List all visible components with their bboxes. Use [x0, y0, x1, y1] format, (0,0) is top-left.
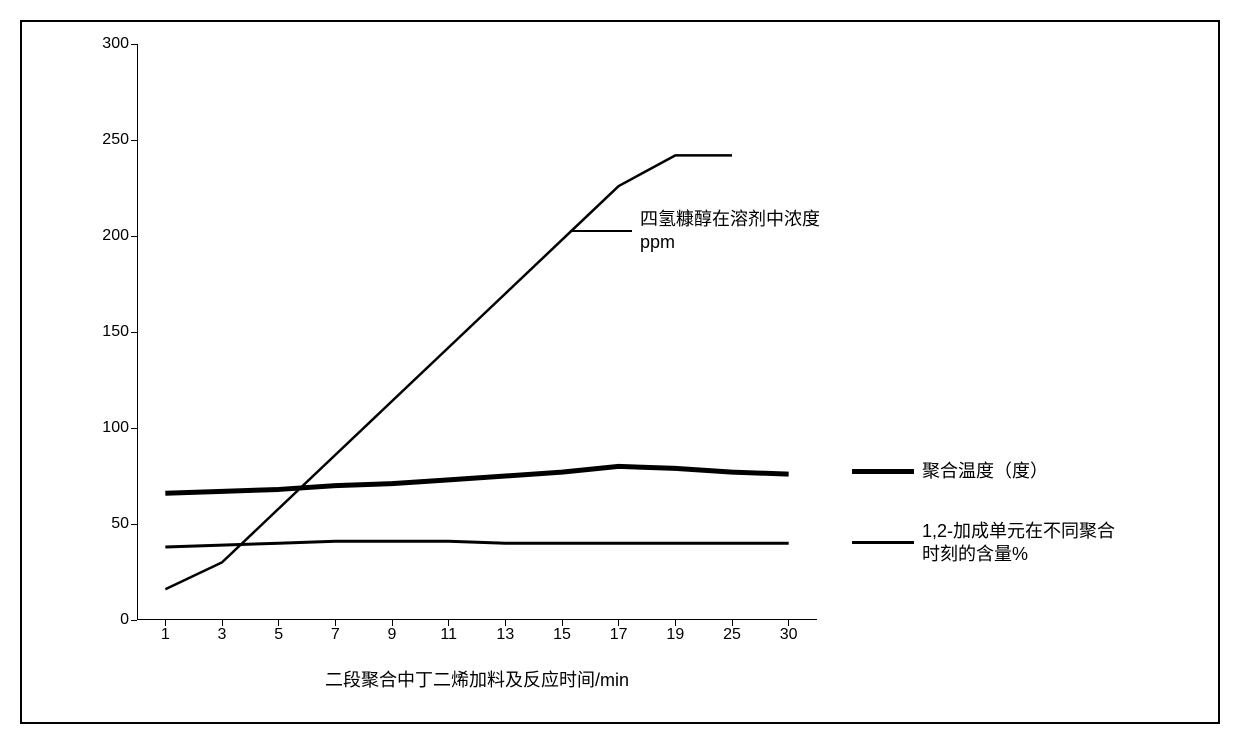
legend-swatch	[852, 469, 914, 474]
y-tick-label: 150	[102, 323, 137, 341]
x-tick-label: 25	[723, 620, 741, 644]
y-tick-label: 50	[111, 515, 137, 533]
y-tick-label: 300	[102, 35, 137, 53]
legend-label: 1,2-加成单元在不同聚合时刻的含量%	[922, 520, 1182, 565]
x-tick-label: 19	[666, 620, 684, 644]
legend-swatch	[570, 230, 632, 232]
series-poly_temp	[165, 466, 788, 493]
chart-container: 0501001502002503001357911131517192530 二段…	[20, 20, 1220, 724]
x-tick-label: 1	[161, 620, 170, 644]
legend-label: 四氢糠醇在溶剂中浓度ppm	[640, 208, 870, 253]
y-tick-label: 250	[102, 131, 137, 149]
x-tick-label: 15	[553, 620, 571, 644]
y-tick-label: 100	[102, 419, 137, 437]
series-svg	[137, 44, 817, 620]
y-tick-label: 0	[120, 611, 137, 629]
x-tick-label: 30	[780, 620, 798, 644]
plot-area: 0501001502002503001357911131517192530	[137, 44, 817, 620]
x-axis-title: 二段聚合中丁二烯加料及反应时间/min	[325, 666, 629, 692]
x-tick-label: 5	[274, 620, 283, 644]
legend-entry-poly_temp: 聚合温度（度）	[852, 460, 1222, 483]
legend-entry-addition_12: 1,2-加成单元在不同聚合时刻的含量%	[852, 520, 1182, 565]
legend-label: 聚合温度（度）	[922, 460, 1222, 483]
y-tick-label: 200	[102, 227, 137, 245]
x-tick-label: 7	[331, 620, 340, 644]
x-tick-label: 9	[388, 620, 397, 644]
legend-entry-thfa_ppm: 四氢糠醇在溶剂中浓度ppm	[570, 208, 870, 253]
x-tick-label: 17	[610, 620, 628, 644]
x-tick-label: 3	[218, 620, 227, 644]
series-addition_12	[165, 541, 788, 547]
legend-swatch	[852, 541, 914, 544]
x-tick-label: 13	[496, 620, 514, 644]
x-tick-label: 11	[440, 620, 457, 644]
